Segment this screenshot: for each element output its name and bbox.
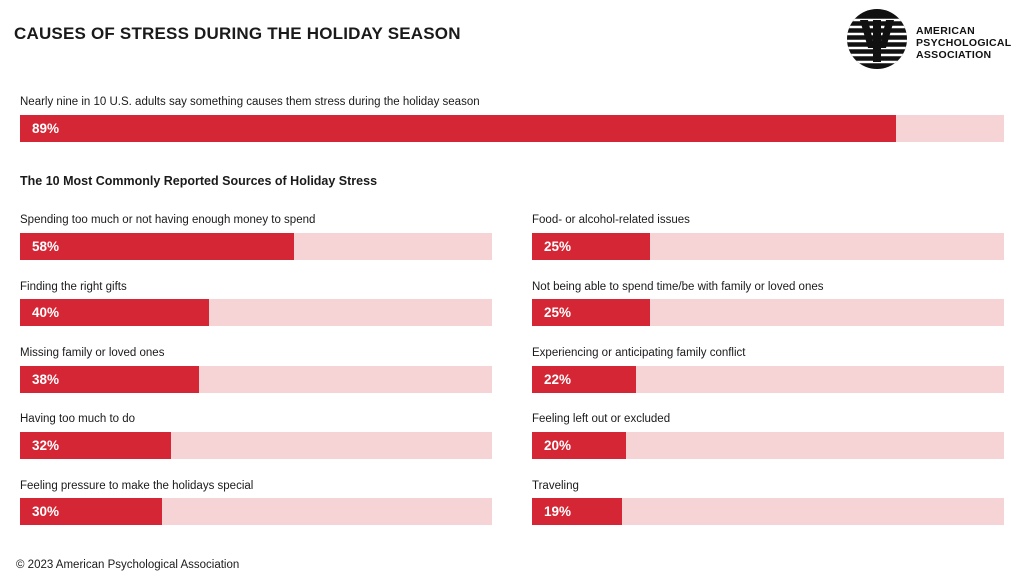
bar-label: Nearly nine in 10 U.S. adults say someth… xyxy=(20,96,480,108)
bar-value-label: 30% xyxy=(32,504,60,519)
bar-9 xyxy=(532,498,622,525)
bar-track: 30% xyxy=(20,498,492,525)
logo-wordmark: AMERICAN PSYCHOLOGICAL ASSOCIATION xyxy=(916,25,1012,61)
bar-track: 25% xyxy=(532,299,1004,326)
bar-label: Finding the right gifts xyxy=(20,281,127,293)
bar-3 xyxy=(20,432,172,459)
bar-value-label: 32% xyxy=(32,438,60,453)
bar-value-label: 25% xyxy=(544,239,572,254)
bar-track: 20% xyxy=(532,432,1004,459)
bar-track: 58% xyxy=(20,233,492,260)
bar-value-label: 89% xyxy=(32,121,60,136)
logo-line-3: ASSOCIATION xyxy=(916,49,992,61)
bar-value-label: 22% xyxy=(544,372,572,387)
bar-7 xyxy=(532,366,636,393)
bar-value-label: 19% xyxy=(544,504,572,519)
bar-label: Having too much to do xyxy=(20,413,136,425)
bar-value-label: 38% xyxy=(32,372,60,387)
bar-label: Experiencing or anticipating family conf… xyxy=(532,347,746,359)
bar-track: 19% xyxy=(532,498,1004,525)
bar-overall xyxy=(20,115,896,142)
bar-label: Feeling pressure to make the holidays sp… xyxy=(20,480,254,492)
bar-value-label: 40% xyxy=(32,305,60,320)
bar-value-label: 25% xyxy=(544,305,572,320)
bar-5 xyxy=(532,233,650,260)
bar-4 xyxy=(20,498,162,525)
bar-track: 40% xyxy=(20,299,492,326)
bar-8 xyxy=(532,432,627,459)
sources-heading: The 10 Most Commonly Reported Sources of… xyxy=(20,174,378,188)
bar-value-label: 58% xyxy=(32,239,60,254)
bar-track: 32% xyxy=(20,432,492,459)
bar-track: 25% xyxy=(532,233,1004,260)
bar-track: 38% xyxy=(20,366,492,393)
copyright-footer: © 2023 American Psychological Associatio… xyxy=(16,559,240,571)
bar-label: Feeling left out or excluded xyxy=(532,413,671,425)
bar-label: Spending too much or not having enough m… xyxy=(20,214,316,226)
bar-track: 22% xyxy=(532,366,1004,393)
apa-logo: AMERICAN PSYCHOLOGICAL ASSOCIATION xyxy=(846,8,1016,70)
bar-2 xyxy=(20,366,200,393)
bar-1 xyxy=(20,299,209,326)
psi-logo-icon xyxy=(847,9,907,69)
bar-0 xyxy=(20,233,294,260)
logo-line-2: PSYCHOLOGICAL xyxy=(916,37,1012,49)
bar-6 xyxy=(532,299,650,326)
bar-label: Traveling xyxy=(532,480,579,492)
bar-label: Food- or alcohol-related issues xyxy=(532,214,690,226)
bar-value-label: 20% xyxy=(544,438,572,453)
chart-title: CAUSES OF STRESS DURING THE HOLIDAY SEAS… xyxy=(14,24,461,43)
logo-line-1: AMERICAN xyxy=(916,25,975,37)
bar-label: Not being able to spend time/be with fam… xyxy=(532,281,824,293)
bar-label: Missing family or loved ones xyxy=(20,347,165,359)
bar-track: 89% xyxy=(20,115,1004,142)
